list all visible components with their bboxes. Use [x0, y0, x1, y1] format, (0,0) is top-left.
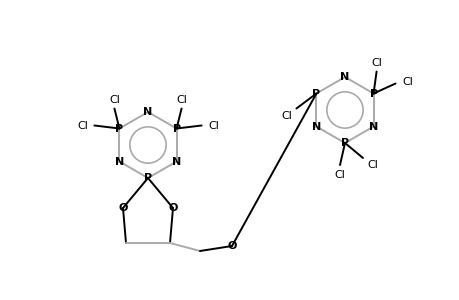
- Text: O: O: [227, 241, 236, 251]
- Text: Cl: Cl: [109, 94, 120, 104]
- Text: Cl: Cl: [401, 76, 412, 86]
- Text: P: P: [144, 173, 152, 183]
- Text: N: N: [115, 157, 124, 166]
- Text: N: N: [368, 122, 377, 131]
- Text: N: N: [311, 122, 320, 131]
- Text: P: P: [312, 88, 320, 98]
- Text: O: O: [168, 203, 177, 213]
- Text: Cl: Cl: [176, 94, 187, 104]
- Text: Cl: Cl: [370, 58, 381, 68]
- Text: N: N: [340, 72, 349, 82]
- Text: P: P: [369, 88, 377, 98]
- Text: P: P: [115, 124, 123, 134]
- Text: Cl: Cl: [334, 170, 345, 180]
- Text: Cl: Cl: [207, 121, 218, 130]
- Text: N: N: [172, 157, 181, 166]
- Text: P: P: [172, 124, 180, 134]
- Text: P: P: [340, 138, 348, 148]
- Text: Cl: Cl: [367, 160, 378, 170]
- Text: N: N: [143, 107, 152, 117]
- Text: Cl: Cl: [77, 121, 88, 130]
- Text: O: O: [118, 203, 128, 213]
- Text: Cl: Cl: [280, 110, 291, 121]
